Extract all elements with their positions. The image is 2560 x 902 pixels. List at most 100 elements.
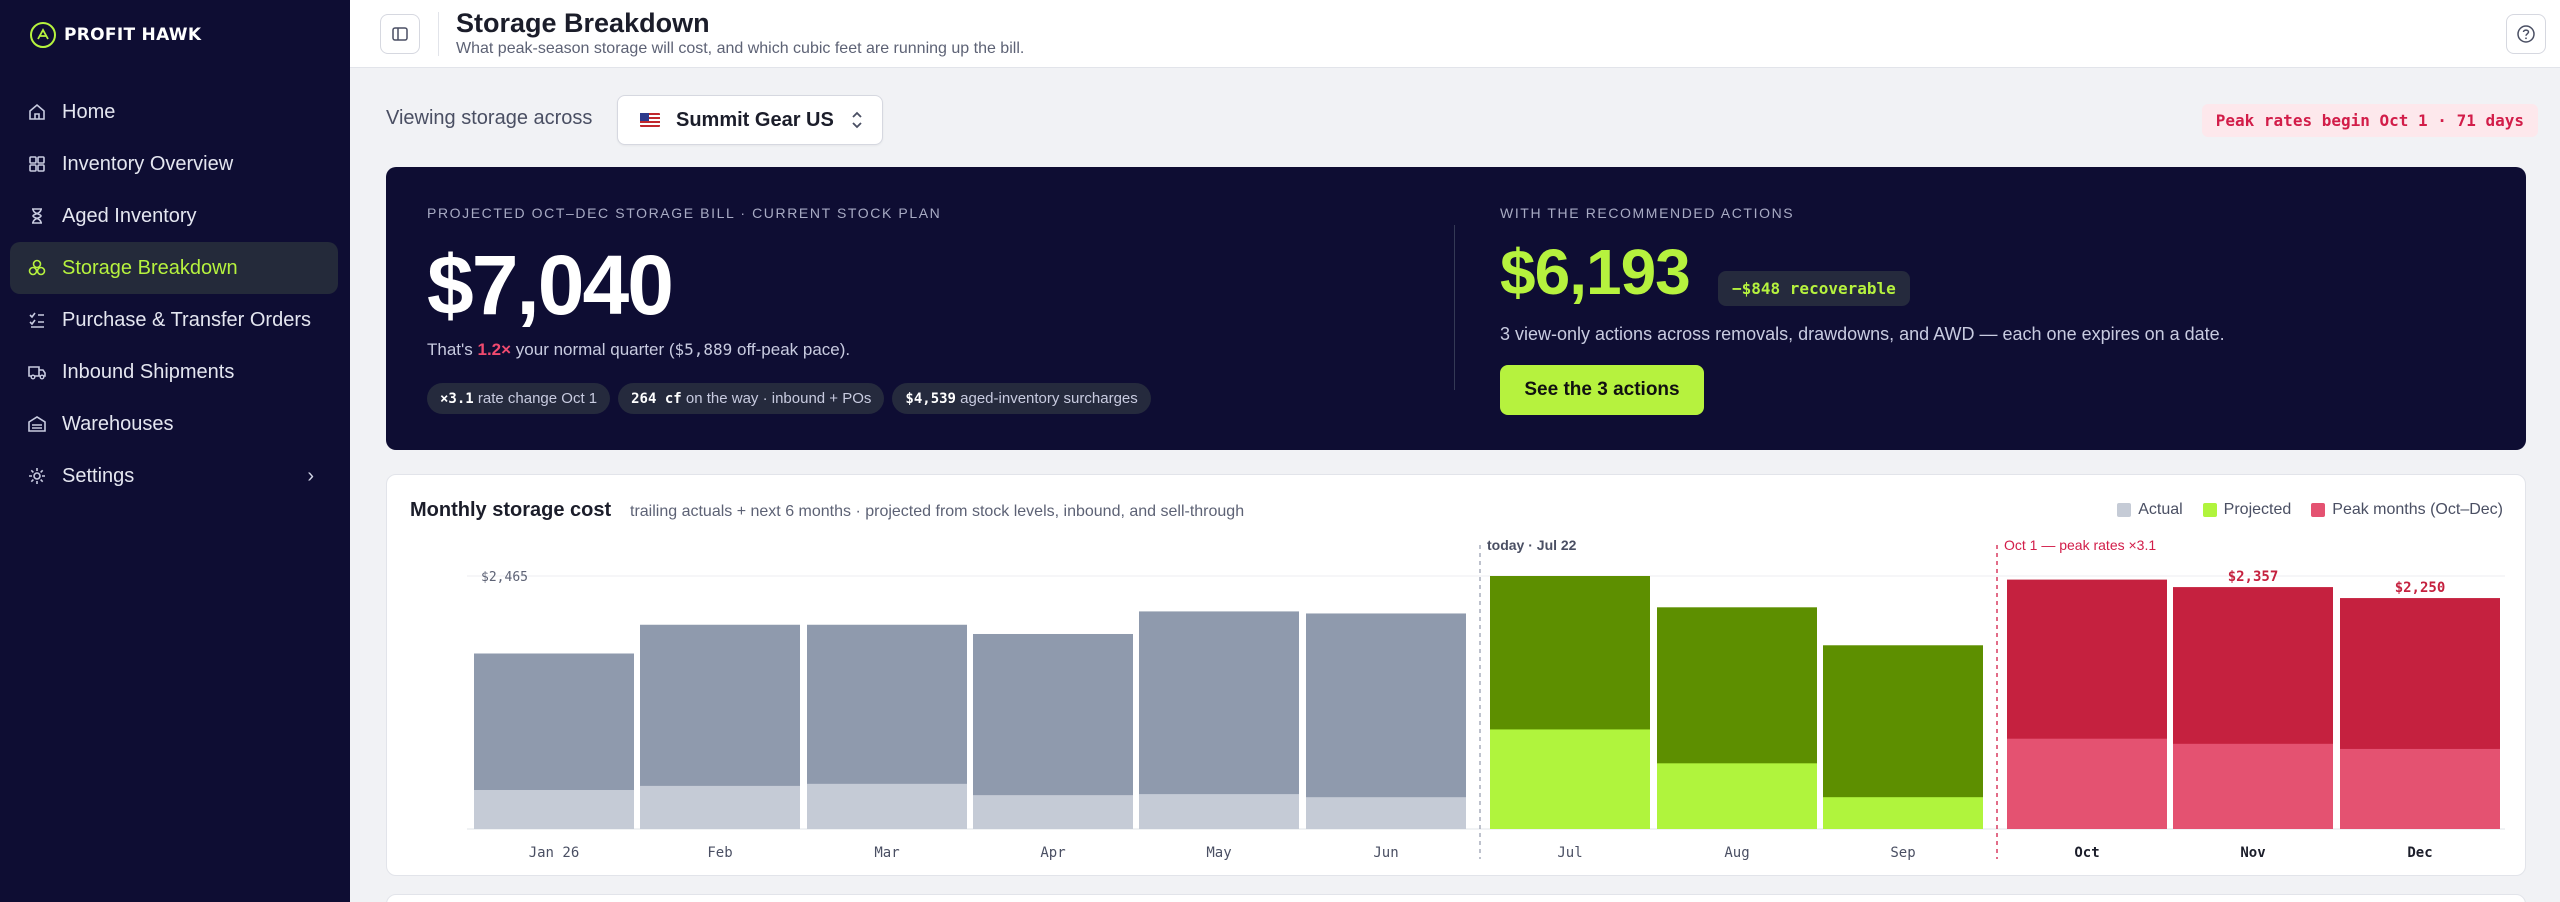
header-divider bbox=[438, 12, 439, 56]
home-icon bbox=[26, 101, 48, 123]
projected-bill-comparison: That's 1.2× your normal quarter ($5,889 … bbox=[427, 340, 850, 360]
help-button[interactable] bbox=[2506, 14, 2546, 54]
bar-may bbox=[1139, 611, 1299, 829]
legend-label: Projected bbox=[2223, 501, 2292, 518]
bar-base-dec bbox=[2340, 748, 2500, 829]
bar-base-jan-26 bbox=[474, 789, 634, 829]
bar-base-aug bbox=[1657, 763, 1817, 829]
bar-base-nov bbox=[2173, 743, 2333, 829]
help-icon bbox=[2517, 25, 2535, 43]
bar-base-apr bbox=[973, 795, 1133, 829]
data-label: $2,357 bbox=[2228, 569, 2279, 585]
hawk-logo-icon bbox=[30, 22, 56, 48]
chip-label: rate change Oct 1 bbox=[473, 390, 598, 407]
see-actions-button[interactable]: See the 3 actions bbox=[1500, 365, 1704, 415]
x-tick-label: Nov bbox=[2240, 845, 2265, 861]
page-subtitle: What peak-season storage will cost, and … bbox=[456, 40, 1025, 57]
comparison-amount: $5,889 bbox=[674, 340, 733, 359]
sidebar-item-label: Purchase & Transfer Orders bbox=[62, 308, 311, 331]
x-tick-label: Mar bbox=[874, 845, 899, 861]
viewing-label: Viewing storage across bbox=[386, 107, 593, 129]
grid-icon bbox=[26, 153, 48, 175]
stat-chip: $4,539 aged-inventory surcharges bbox=[892, 383, 1151, 414]
peak-start-label: Oct 1 — peak rates ×3.1 bbox=[2004, 537, 2156, 553]
chip-label: aged-inventory surcharges bbox=[955, 390, 1138, 407]
hourglass-icon bbox=[26, 205, 48, 227]
comparison-suffix: off-peak pace). bbox=[732, 340, 851, 359]
x-tick-label: Oct bbox=[2074, 845, 2099, 861]
x-tick-label: Jan 26 bbox=[529, 845, 580, 861]
x-tick-label: Dec bbox=[2407, 845, 2432, 861]
page-title: Storage Breakdown bbox=[456, 8, 710, 38]
x-tick-label: Feb bbox=[707, 845, 732, 861]
next-card bbox=[386, 894, 2526, 902]
us-flag-icon bbox=[640, 113, 660, 127]
data-label: $2,250 bbox=[2395, 580, 2446, 596]
store-name: Summit Gear US bbox=[676, 108, 834, 131]
chip-label: on the way · inbound + POs bbox=[681, 390, 872, 407]
recommended-eyebrow: WITH THE RECOMMENDED ACTIONS bbox=[1500, 205, 1795, 221]
sidebar-item-label: Storage Breakdown bbox=[62, 256, 238, 279]
sidebar-item-inbound-shipments[interactable]: Inbound Shipments bbox=[10, 346, 338, 398]
updown-chevron-icon bbox=[852, 111, 862, 129]
truck-icon bbox=[26, 361, 48, 383]
sidebar-item-purchase-transfer-orders[interactable]: Purchase & Transfer Orders bbox=[10, 294, 338, 346]
sidebar-item-home[interactable]: Home bbox=[10, 86, 338, 138]
chart-legend: Actual Projected Peak months (Oct–Dec) bbox=[2117, 501, 2503, 519]
recommended-description: 3 view-only actions across removals, dra… bbox=[1500, 324, 2225, 344]
projected-bill-panel: PROJECTED OCT–DEC STORAGE BILL · CURRENT… bbox=[386, 167, 2526, 450]
comparison-prefix: That's bbox=[427, 340, 478, 359]
today-label: today · Jul 22 bbox=[1487, 537, 1577, 553]
chart-title: Monthly storage cost bbox=[410, 499, 612, 521]
bar-base-jun bbox=[1306, 797, 1466, 829]
sidebar-item-settings[interactable]: Settings › bbox=[10, 450, 338, 502]
peak-rates-badge: Peak rates begin Oct 1 · 71 days bbox=[2201, 104, 2538, 137]
legend-actual: Actual bbox=[2117, 501, 2183, 519]
chip-value: ×3.1 bbox=[440, 391, 474, 407]
comparison-mid: your normal quarter ( bbox=[511, 340, 675, 359]
sidebar-item-aged-inventory[interactable]: Aged Inventory bbox=[10, 190, 338, 242]
x-tick-label: Aug bbox=[1724, 845, 1749, 861]
legend-label: Actual bbox=[2138, 501, 2183, 518]
bar-base-may bbox=[1139, 794, 1299, 829]
recommended-amount: $6,193 bbox=[1500, 236, 1691, 308]
storage-cost-chart: $2,465 today · Jul 22 Oct 1 — peak rates ×… bbox=[467, 537, 2505, 861]
sidebar-item-label: Aged Inventory bbox=[62, 204, 197, 227]
bar-base-oct bbox=[2007, 738, 2167, 829]
sidebar-item-label: Settings bbox=[62, 464, 135, 487]
bar-base-feb bbox=[640, 785, 800, 829]
x-tick-label: Jun bbox=[1373, 845, 1398, 861]
chevron-right-icon: › bbox=[307, 464, 314, 487]
warehouse-icon bbox=[26, 413, 48, 435]
sidebar-item-label: Warehouses bbox=[62, 412, 174, 435]
sidebar-toggle-icon bbox=[392, 27, 408, 41]
bar-jun bbox=[1306, 613, 1466, 829]
x-tick-label: May bbox=[1206, 845, 1231, 861]
sidebar-item-label: Home bbox=[62, 100, 116, 123]
sidebar-item-inventory-overview[interactable]: Inventory Overview bbox=[10, 138, 338, 190]
stat-chip: 264 cf on the way · inbound + POs bbox=[618, 383, 885, 414]
comparison-multiple: 1.2× bbox=[477, 340, 512, 359]
chart-subtitle: trailing actuals + next 6 months · proje… bbox=[630, 503, 1245, 520]
sidebar-item-storage-breakdown[interactable]: Storage Breakdown bbox=[10, 242, 338, 294]
bar-base-sep bbox=[1823, 797, 1983, 829]
sidebar-item-warehouses[interactable]: Warehouses bbox=[10, 398, 338, 450]
store-selector[interactable]: Summit Gear US bbox=[617, 95, 883, 145]
legend-peak: Peak months (Oct–Dec) bbox=[2311, 501, 2503, 519]
x-tick-label: Jul bbox=[1557, 845, 1582, 861]
y-max-label: $2,465 bbox=[481, 570, 528, 585]
monthly-storage-cost-card: Monthly storage cost trailing actuals + … bbox=[386, 474, 2526, 876]
sidebar-nav: Home Inventory Overview Aged Inventory S… bbox=[10, 86, 338, 502]
sidebar-toggle-button[interactable] bbox=[380, 14, 420, 54]
gear-icon bbox=[26, 465, 48, 487]
stat-chip: ×3.1 rate change Oct 1 bbox=[427, 383, 611, 414]
projected-bill-eyebrow: PROJECTED OCT–DEC STORAGE BILL · CURRENT… bbox=[427, 205, 942, 221]
sidebar-item-label: Inventory Overview bbox=[62, 152, 234, 175]
bar-base-jul bbox=[1490, 729, 1650, 829]
x-tick-label: Sep bbox=[1890, 845, 1915, 861]
brand[interactable]: PROFIT HAWK bbox=[30, 22, 201, 48]
sidebar-item-label: Inbound Shipments bbox=[62, 360, 235, 383]
legend-label: Peak months (Oct–Dec) bbox=[2332, 501, 2503, 518]
hero-divider bbox=[1454, 225, 1455, 390]
recoverable-badge: −$848 recoverable bbox=[1718, 271, 1910, 306]
